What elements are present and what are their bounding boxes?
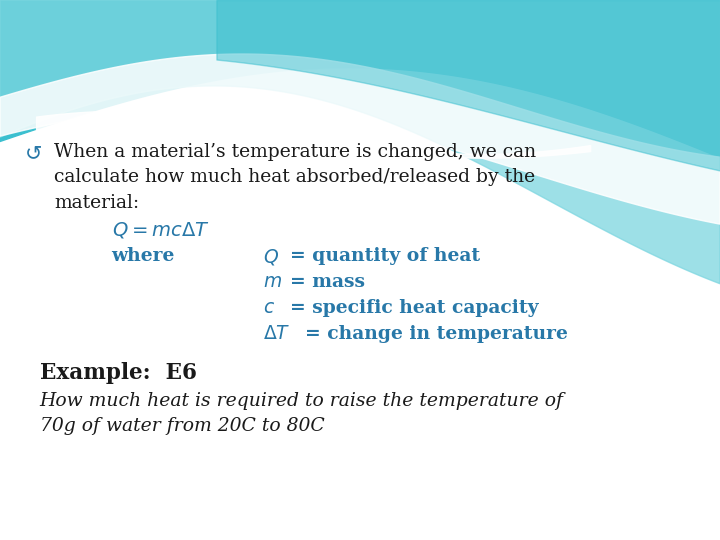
Text: $\Delta T$: $\Delta T$ [263,325,290,342]
Text: How much heat is required to raise the temperature of: How much heat is required to raise the t… [40,392,564,409]
Text: When a material’s temperature is changed, we can: When a material’s temperature is changed… [54,143,536,161]
Text: $m$: $m$ [263,273,282,291]
Text: calculate how much heat absorbed/released by the: calculate how much heat absorbed/release… [54,168,535,186]
Text: material:: material: [54,194,139,212]
Text: 70g of water from 20C to 80C: 70g of water from 20C to 80C [40,417,324,435]
Text: = mass: = mass [290,273,365,291]
Text: = quantity of heat: = quantity of heat [290,247,480,265]
Text: where: where [112,247,175,265]
Text: $c$: $c$ [263,299,275,316]
Text: = change in temperature: = change in temperature [305,325,567,342]
Text: Example:  E6: Example: E6 [40,362,197,384]
Text: $Q = mc\Delta T$: $Q = mc\Delta T$ [112,220,209,240]
Text: $Q$: $Q$ [263,247,279,267]
Text: = specific heat capacity: = specific heat capacity [290,299,539,316]
Text: ↺: ↺ [25,143,42,163]
